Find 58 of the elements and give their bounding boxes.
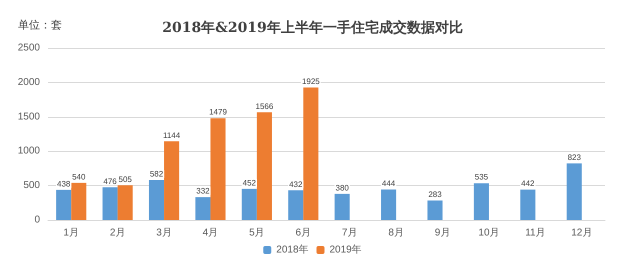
data-label: 432	[289, 180, 303, 189]
x-tick-label: 4月	[202, 228, 218, 238]
y-tick-label: 0	[34, 214, 40, 226]
x-tick-label: 8月	[388, 228, 404, 238]
data-label: 535	[474, 172, 489, 182]
bar	[256, 112, 272, 220]
data-label: 1566	[256, 102, 274, 111]
bar	[118, 185, 133, 220]
data-label: 283	[428, 190, 442, 200]
data-label: 332	[196, 186, 210, 196]
data-label: 438	[56, 179, 71, 188]
data-label: 540	[72, 172, 86, 182]
x-tick-label: 12月	[571, 228, 592, 238]
data-label: 1144	[162, 130, 181, 140]
bar	[474, 183, 489, 220]
bar	[303, 88, 318, 220]
x-tick-label: 10月	[478, 228, 500, 238]
bar	[427, 200, 443, 220]
y-tick-label: 1500	[18, 111, 40, 122]
data-label: 505	[118, 174, 132, 184]
bar	[381, 189, 396, 220]
bar	[148, 180, 164, 220]
data-label: 476	[103, 176, 118, 186]
bar	[566, 163, 582, 220]
y-tick-label: 2000	[18, 76, 40, 88]
chart-title: 2018年&2019年上半年一手住宅成交数据对比	[162, 19, 463, 36]
bar	[71, 182, 86, 220]
bar	[102, 187, 118, 220]
data-label: 380	[335, 183, 350, 192]
y-tick-label: 2500	[18, 42, 40, 54]
x-tick-label: 7月	[342, 228, 358, 238]
x-tick-label: 9月	[434, 228, 450, 238]
y-tick-label: 1000	[18, 146, 40, 157]
data-label: 444	[382, 178, 396, 188]
data-label: 452	[242, 178, 257, 188]
bar	[210, 118, 226, 220]
bar	[334, 194, 350, 220]
bar	[520, 190, 536, 220]
data-label: 442	[521, 179, 536, 188]
bar	[195, 197, 210, 220]
legend-label: 2019年	[330, 244, 362, 256]
x-tick-label: 1月	[63, 228, 79, 238]
data-label: 582	[150, 169, 164, 178]
text: 单位：套	[18, 18, 62, 32]
x-tick-label: 5月	[249, 228, 265, 238]
x-tick-label: 2月	[110, 228, 126, 238]
x-tick-label: 3月	[156, 228, 172, 238]
bar	[164, 141, 180, 220]
data-label: 1479	[209, 108, 228, 117]
bar	[242, 188, 257, 220]
x-tick-label: 6月	[296, 228, 312, 238]
legend-label: 2018年	[276, 244, 309, 256]
y-tick-label: 500	[23, 180, 40, 192]
data-label: 1925	[302, 77, 320, 86]
data-label: 823	[568, 152, 582, 162]
x-tick-label: 11月	[525, 228, 546, 238]
bar	[288, 190, 304, 220]
bar	[56, 190, 72, 220]
